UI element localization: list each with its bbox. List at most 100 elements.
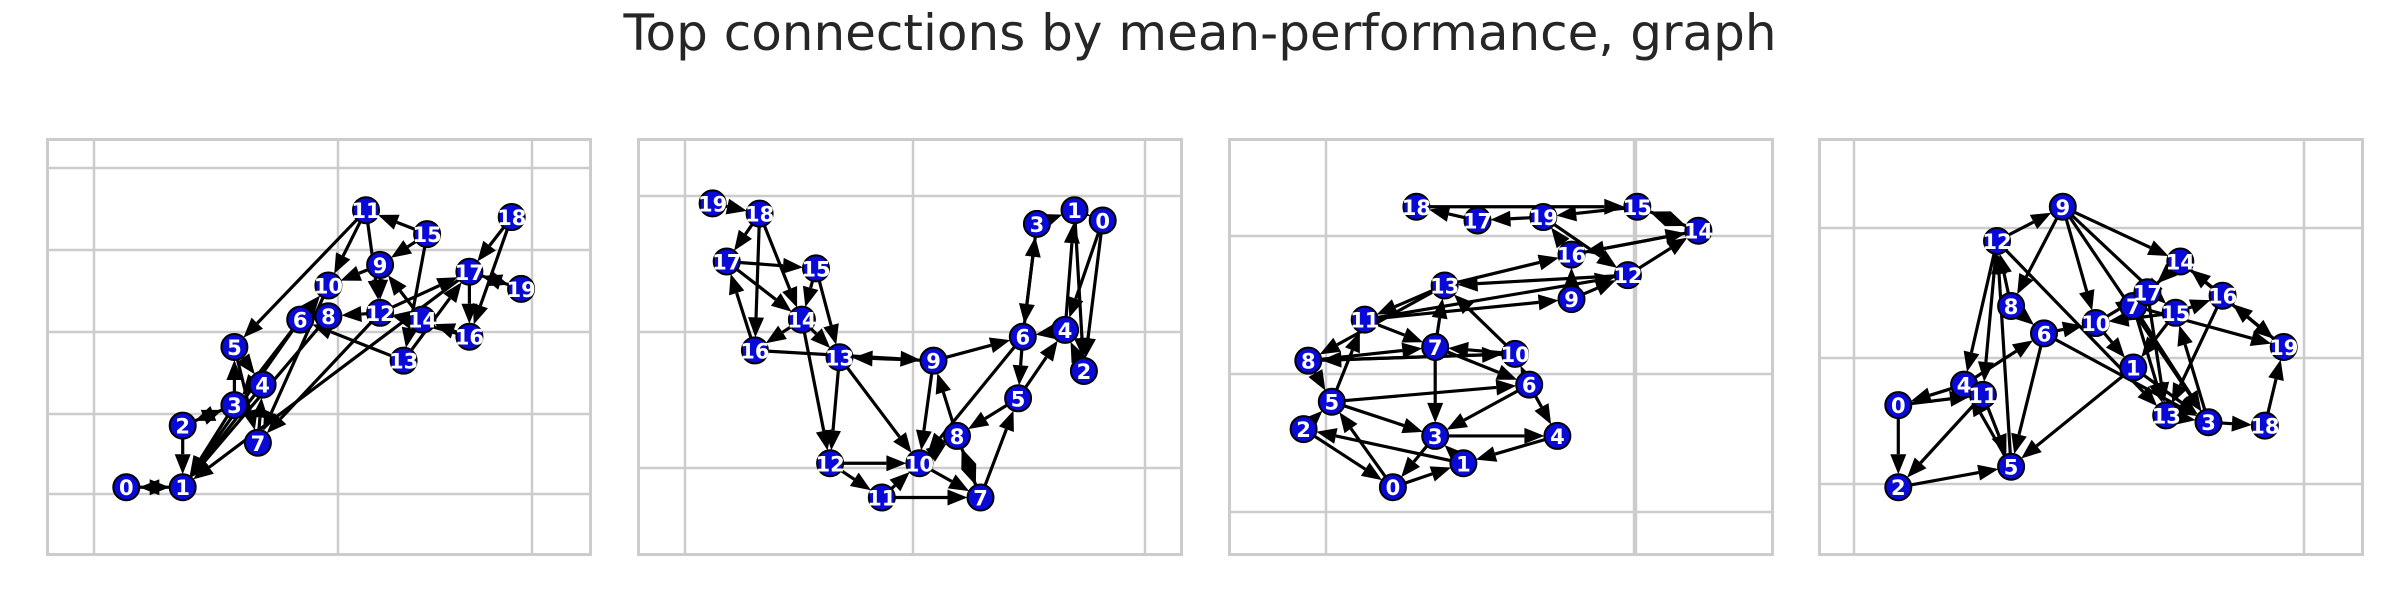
graph-edge (1339, 385, 1497, 403)
node-label: 12 (365, 302, 394, 326)
graph-edge (1073, 217, 1084, 339)
graph-edge (2183, 343, 2208, 416)
graph-node (1613, 261, 1642, 290)
graph-node (2269, 333, 2298, 361)
graph-edge (754, 221, 761, 318)
edge-arrowhead (1308, 369, 1326, 391)
edge-arrowhead (815, 429, 832, 451)
edge-arrowhead (367, 279, 384, 300)
edge-arrowhead (443, 282, 462, 304)
node-label: 18 (497, 206, 526, 230)
plot-frame (1228, 138, 1774, 556)
edge-arrowhead (2021, 439, 2042, 459)
edge-arrowhead (1339, 412, 1358, 434)
edge-arrowhead (1427, 402, 1444, 423)
edge-arrowhead (961, 463, 977, 486)
graph-edge (2063, 213, 2089, 292)
node-label: 9 (373, 254, 388, 278)
graph-edge (939, 341, 1020, 439)
edge-arrowhead (1666, 237, 1688, 256)
graph-edge (1633, 246, 1672, 273)
edge-arrowhead (2268, 359, 2284, 381)
node-label: 11 (1968, 384, 1997, 408)
graph-edge (2050, 335, 2181, 408)
edge-arrowhead (1429, 466, 1452, 482)
graph-node (867, 483, 896, 512)
graph-node (352, 196, 380, 225)
edge-arrowhead (1018, 303, 1035, 324)
edge-arrowhead (2249, 330, 2272, 347)
edge-arrowhead (390, 240, 413, 258)
edge-arrowhead (893, 432, 912, 453)
edge-arrowhead (823, 323, 839, 345)
graph-node (1463, 206, 1492, 235)
node-label: 5 (2004, 456, 2019, 480)
edge-arrowhead (782, 257, 804, 274)
node-label: 10 (1500, 343, 1529, 367)
graph-panel-4: 0 1 2 3 4 5 6 7 8 9 10 11 12 13 14 15 16 17 18 19 (1818, 138, 2364, 556)
graph-node (2030, 319, 2058, 348)
graph-node (314, 302, 343, 331)
graph-node (389, 346, 418, 375)
edge-arrowhead (334, 252, 351, 274)
graph-node (248, 370, 277, 399)
graph-edge (1372, 279, 1596, 320)
node-label: 17 (455, 261, 484, 285)
edge-arrowhead (434, 323, 457, 339)
node-label: 8 (1301, 350, 1316, 374)
graph-node (220, 391, 249, 420)
edge-arrowhead (947, 489, 968, 506)
edge-arrowhead (968, 411, 990, 430)
graph-edge (735, 292, 755, 344)
graph-node (1069, 356, 1098, 385)
graph-node (507, 274, 536, 303)
node-label: 3 (1030, 213, 1045, 237)
node-label: 15 (801, 257, 830, 281)
graph-edge (761, 220, 792, 290)
graph-panel-1: 0 1 2 3 4 5 6 7 8 9 10 11 12 13 14 15 16 17 18 19 (46, 138, 592, 556)
graph-edge (200, 325, 298, 462)
edge-arrowhead (2175, 399, 2198, 417)
edge-arrowhead (1490, 210, 1511, 227)
edge-arrowhead (765, 325, 787, 344)
node-label: 4 (255, 374, 270, 398)
graph-node (1051, 315, 1080, 344)
edge-arrowhead (1401, 342, 1423, 359)
node-label: 16 (455, 326, 484, 350)
edge-arrowhead (2029, 212, 2052, 230)
plot-frame (46, 138, 592, 556)
graph-node (1968, 380, 1997, 409)
node-label: 14 (1684, 220, 1713, 244)
graph-edge (2035, 371, 2129, 448)
graph-node (1060, 196, 1089, 225)
graph-edge (2136, 311, 2192, 396)
edge-arrowhead (1534, 403, 1552, 425)
node-label: 4 (1058, 319, 1073, 343)
node-label: 1 (2126, 357, 2141, 381)
graph-node (1289, 415, 1318, 444)
graph-node (1684, 216, 1713, 245)
graph-node (1557, 285, 1586, 314)
node-label: 1 (1456, 452, 1471, 476)
graph-node (366, 298, 395, 327)
edge-arrowhead (401, 326, 418, 348)
graph-edge (2024, 212, 2061, 278)
edge-arrowhead (477, 240, 496, 262)
edge-arrowhead (1316, 428, 1338, 444)
edge-arrowhead (748, 317, 765, 338)
edge-arrowhead (1594, 272, 1616, 289)
graph-edge (1074, 227, 1102, 300)
node-label: 1 (175, 476, 190, 500)
node-label: 13 (2152, 404, 2181, 428)
graph-edge (2067, 210, 2153, 292)
edge-arrowhead (1360, 462, 1383, 481)
edge-arrowhead (1429, 206, 1451, 222)
edge-arrowhead (1890, 454, 1907, 475)
edge-arrowhead (2231, 415, 2252, 432)
edge-arrowhead (1664, 211, 1687, 227)
graph-edge (341, 216, 364, 257)
graph-node (1294, 346, 1323, 375)
edge-arrowhead (1039, 340, 1058, 362)
